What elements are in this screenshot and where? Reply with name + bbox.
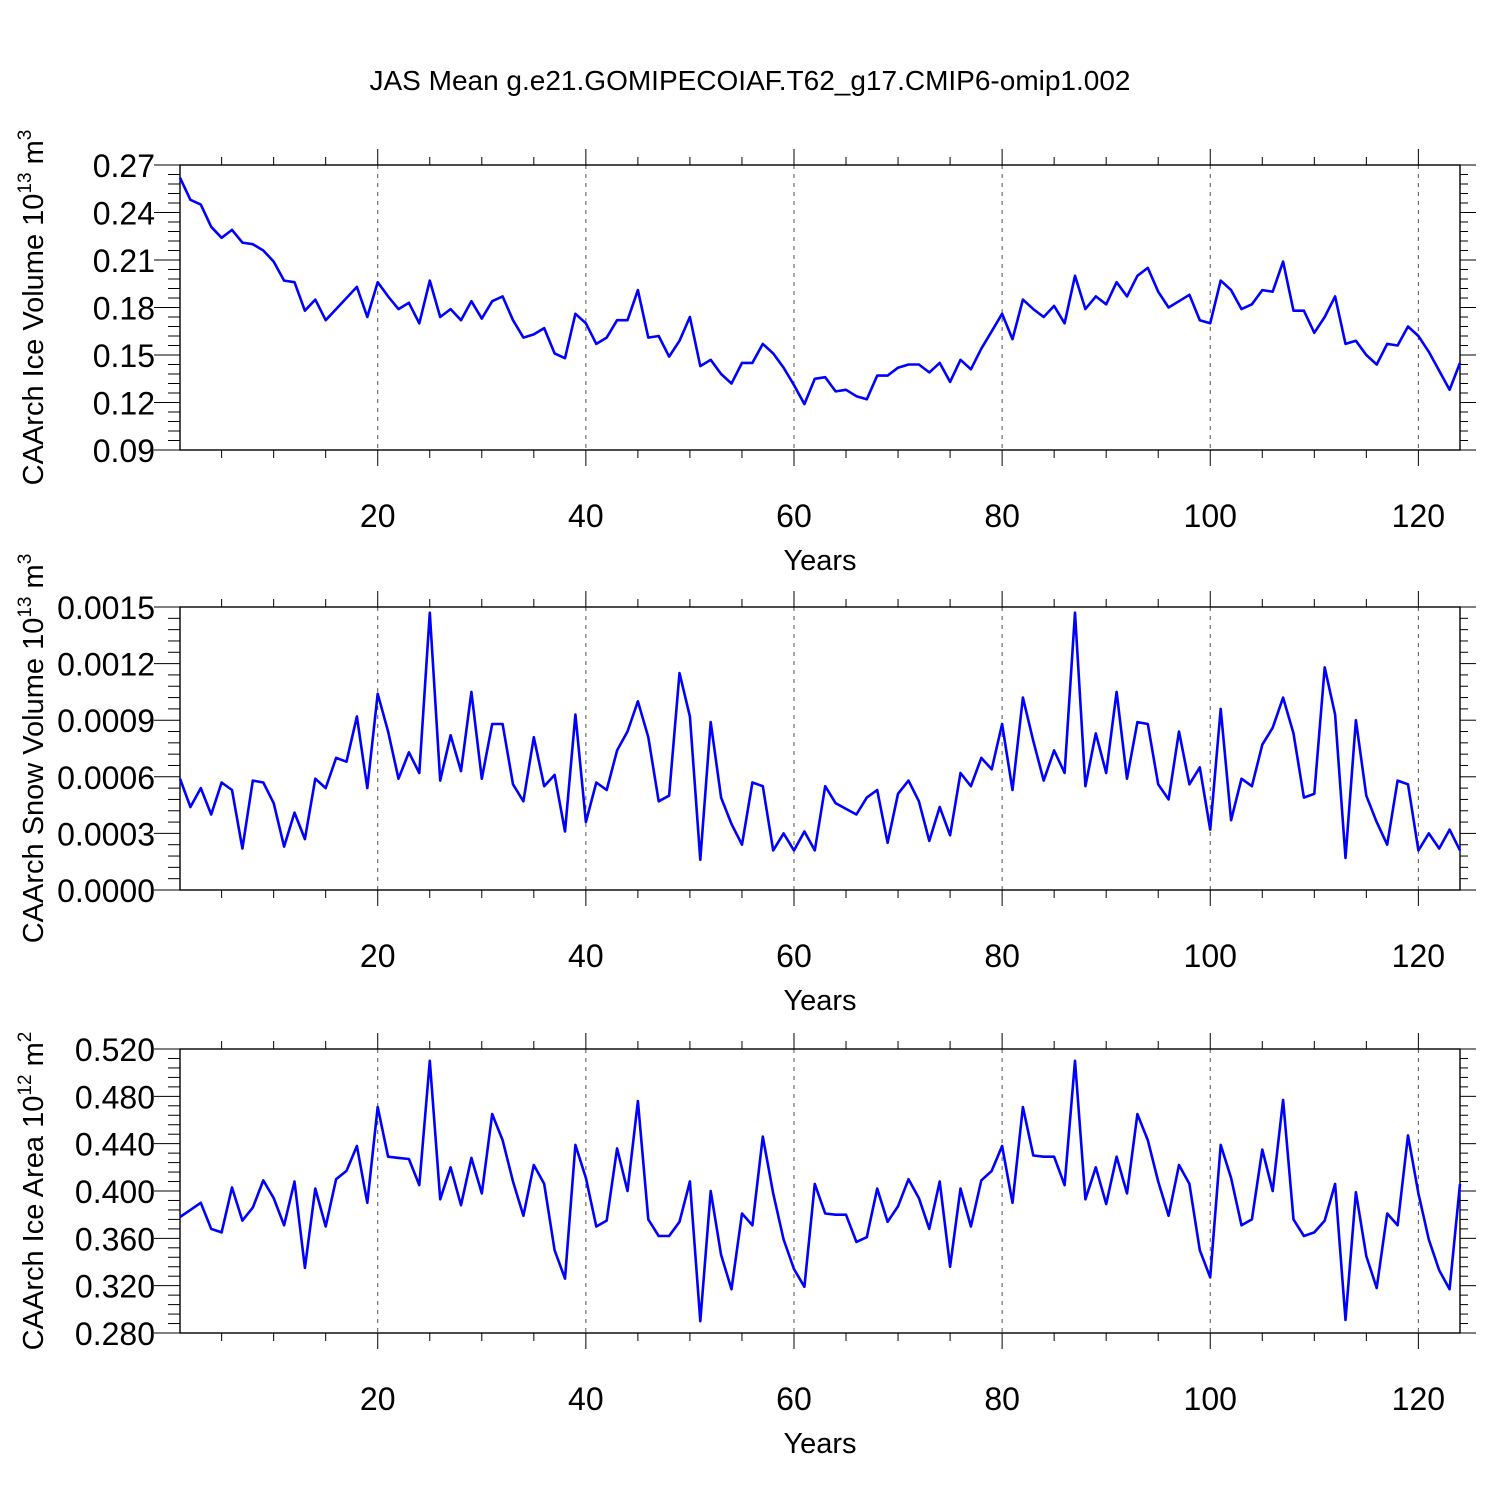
panel-3-ytick-label: 0.280 (75, 1316, 155, 1352)
panel-3-xtick-label: 100 (1184, 1381, 1237, 1417)
panel-1-ylabel-part: 13 (15, 172, 36, 193)
panel-1-xtick-label: 40 (568, 498, 604, 534)
panel-3-series-line (179, 1059, 1462, 1323)
panel-3-ylabel-part: m (18, 1042, 50, 1074)
panel-3-ytick-label: 0.360 (75, 1221, 155, 1257)
panel-2-ylabel-part: 3 (15, 554, 36, 565)
panel-2-ytick-label: 0.0012 (57, 647, 155, 683)
panel-1-ylabel-part: 3 (15, 130, 36, 141)
panel-3-ytick-label: 0.440 (75, 1127, 155, 1163)
panel-1-ytick-label: 0.27 (93, 148, 155, 184)
panel-1-ytick-label: 0.24 (93, 196, 155, 232)
panel-2-xtick-label: 60 (776, 938, 812, 974)
panel-2-frame (179, 606, 1461, 891)
panel-2-series-line (178, 611, 1462, 862)
panel-3-xlabel: Years (783, 1428, 856, 1460)
panel-3-ylabel: CAArch Ice Area 1012 m2 (15, 1032, 50, 1351)
panel-2-xtick-label: 120 (1392, 938, 1445, 974)
panel-1-ylabel-part: CAArch Ice Volume 10 (18, 194, 50, 486)
panel-1-xlabel: Years (783, 545, 856, 577)
panel-1-xtick-label: 80 (984, 498, 1020, 534)
panel-2-xtick-label: 40 (568, 938, 604, 974)
chart-title: JAS Mean g.e21.GOMIPECOIAF.T62_g17.CMIP6… (369, 65, 1130, 96)
panel-2-xlabel: Years (783, 985, 856, 1017)
panel-3-xtick-label: 80 (984, 1381, 1020, 1417)
panel-3-ylabel-part: CAArch Ice Area 10 (18, 1096, 50, 1351)
panel-1-ylabel: CAArch Ice Volume 1013 m3 (15, 130, 50, 486)
panel-1-xtick-label: 20 (360, 498, 396, 534)
panel-2-ylabel: CAArch Snow Volume 1013 m3 (15, 554, 50, 944)
panel-1-ytick-label: 0.15 (93, 338, 155, 374)
panel-2-xtick-label: 80 (984, 938, 1020, 974)
panel-2-ytick-label: 0.0009 (57, 703, 155, 739)
panel-1-xtick-label: 60 (776, 498, 812, 534)
panel-2-ylabel-part: 13 (15, 597, 36, 618)
panel-3: 0.280 0.320 0.360 0.400 0.440 0.480 0.520 20 40 6… (15, 1032, 1476, 1460)
panel-2-ytick-label: 0.0000 (57, 873, 155, 909)
panel-1-xtick-label: 120 (1392, 498, 1445, 534)
panel-2-ytick-label: 0.0003 (57, 816, 155, 852)
panel-3-ytick-label: 0.480 (75, 1079, 155, 1115)
panel-1: 0.09 0.12 0.15 0.18 0.21 0.24 0.27 20 40 60 80 100 1… (15, 130, 1476, 577)
panel-3-frame (179, 1048, 1461, 1334)
panel-3-xtick-label: 20 (360, 1381, 396, 1417)
panel-2-ytick-label: 0.0015 (57, 590, 155, 626)
panel-2-ytick-label: 0.0006 (57, 760, 155, 796)
panel-1-ytick-label: 0.21 (93, 243, 155, 279)
panel-1-ytick-label: 0.12 (93, 386, 155, 422)
panel-3-ylabel-part: 2 (15, 1032, 36, 1043)
panel-2-ylabel-part: m (18, 564, 50, 596)
panel-2-xtick-label: 20 (360, 938, 396, 974)
panel-1-series-line (178, 177, 1462, 406)
panel-3-ylabel-part: 12 (15, 1074, 36, 1095)
panel-1-ytick-label: 0.18 (93, 291, 155, 327)
panel-3-xtick-label: 60 (776, 1381, 812, 1417)
panel-3-xtick-label: 40 (568, 1381, 604, 1417)
panel-2-ylabel-part: CAArch Snow Volume 10 (18, 618, 50, 944)
panel-3-ytick-label: 0.520 (75, 1032, 155, 1068)
panel-3-ytick-label: 0.400 (75, 1174, 155, 1210)
panel-2: 0.0000 0.0003 0.0006 0.0009 0.0012 0.0015 20 40… (15, 554, 1476, 1017)
panel-1-ylabel-part: m (18, 140, 50, 172)
panel-1-frame (179, 164, 1461, 451)
panel-1-ytick-label: 0.09 (93, 433, 155, 469)
panel-3-ytick-label: 0.320 (75, 1269, 155, 1305)
panel-2-xtick-label: 100 (1184, 938, 1237, 974)
panel-3-xtick-label: 120 (1392, 1381, 1445, 1417)
panel-1-xtick-label: 100 (1184, 498, 1237, 534)
